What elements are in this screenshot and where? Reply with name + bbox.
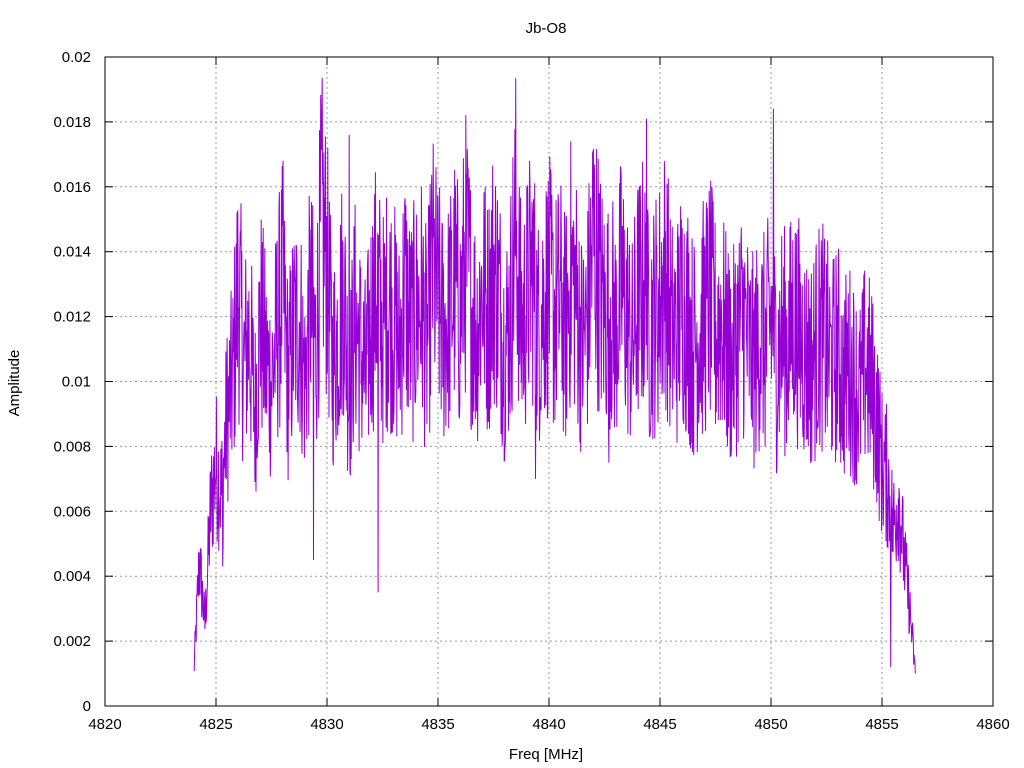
y-tick-label: 0.014 xyxy=(53,244,91,261)
y-tick-label: 0.02 xyxy=(62,49,91,66)
y-tick-label: 0.018 xyxy=(53,114,91,131)
x-tick-label: 4850 xyxy=(754,716,787,733)
x-tick-label: 4825 xyxy=(199,716,232,733)
x-tick-label: 4830 xyxy=(310,716,343,733)
x-tick-label: 4835 xyxy=(421,716,454,733)
x-axis-label: Freq [MHz] xyxy=(509,746,583,763)
y-tick-label: 0.002 xyxy=(53,633,91,650)
chart-title: Jb-O8 xyxy=(526,20,567,37)
series-line xyxy=(193,77,916,674)
y-tick-label: 0.016 xyxy=(53,179,91,196)
y-tick-label: 0.004 xyxy=(53,568,91,585)
axis-ticks xyxy=(104,56,994,707)
y-tick-label: 0.01 xyxy=(62,374,91,391)
grid xyxy=(105,57,993,706)
y-tick-label: 0.008 xyxy=(53,438,91,455)
data-trace xyxy=(193,77,916,674)
y-tick-label: 0.006 xyxy=(53,503,91,520)
x-tick-label: 4840 xyxy=(532,716,565,733)
y-tick-label: 0.012 xyxy=(53,309,91,326)
x-tick-label: 4820 xyxy=(88,716,121,733)
x-tick-label: 4845 xyxy=(643,716,676,733)
y-tick-label: 0 xyxy=(83,698,91,715)
x-tick-label: 4855 xyxy=(865,716,898,733)
tick-labels: 4820 4825 4830 4835 4840 4845 4850 4855 4860 0 0.0… xyxy=(53,49,1009,733)
y-axis-label: Amplitude xyxy=(6,350,23,417)
x-tick-label: 4860 xyxy=(976,716,1009,733)
